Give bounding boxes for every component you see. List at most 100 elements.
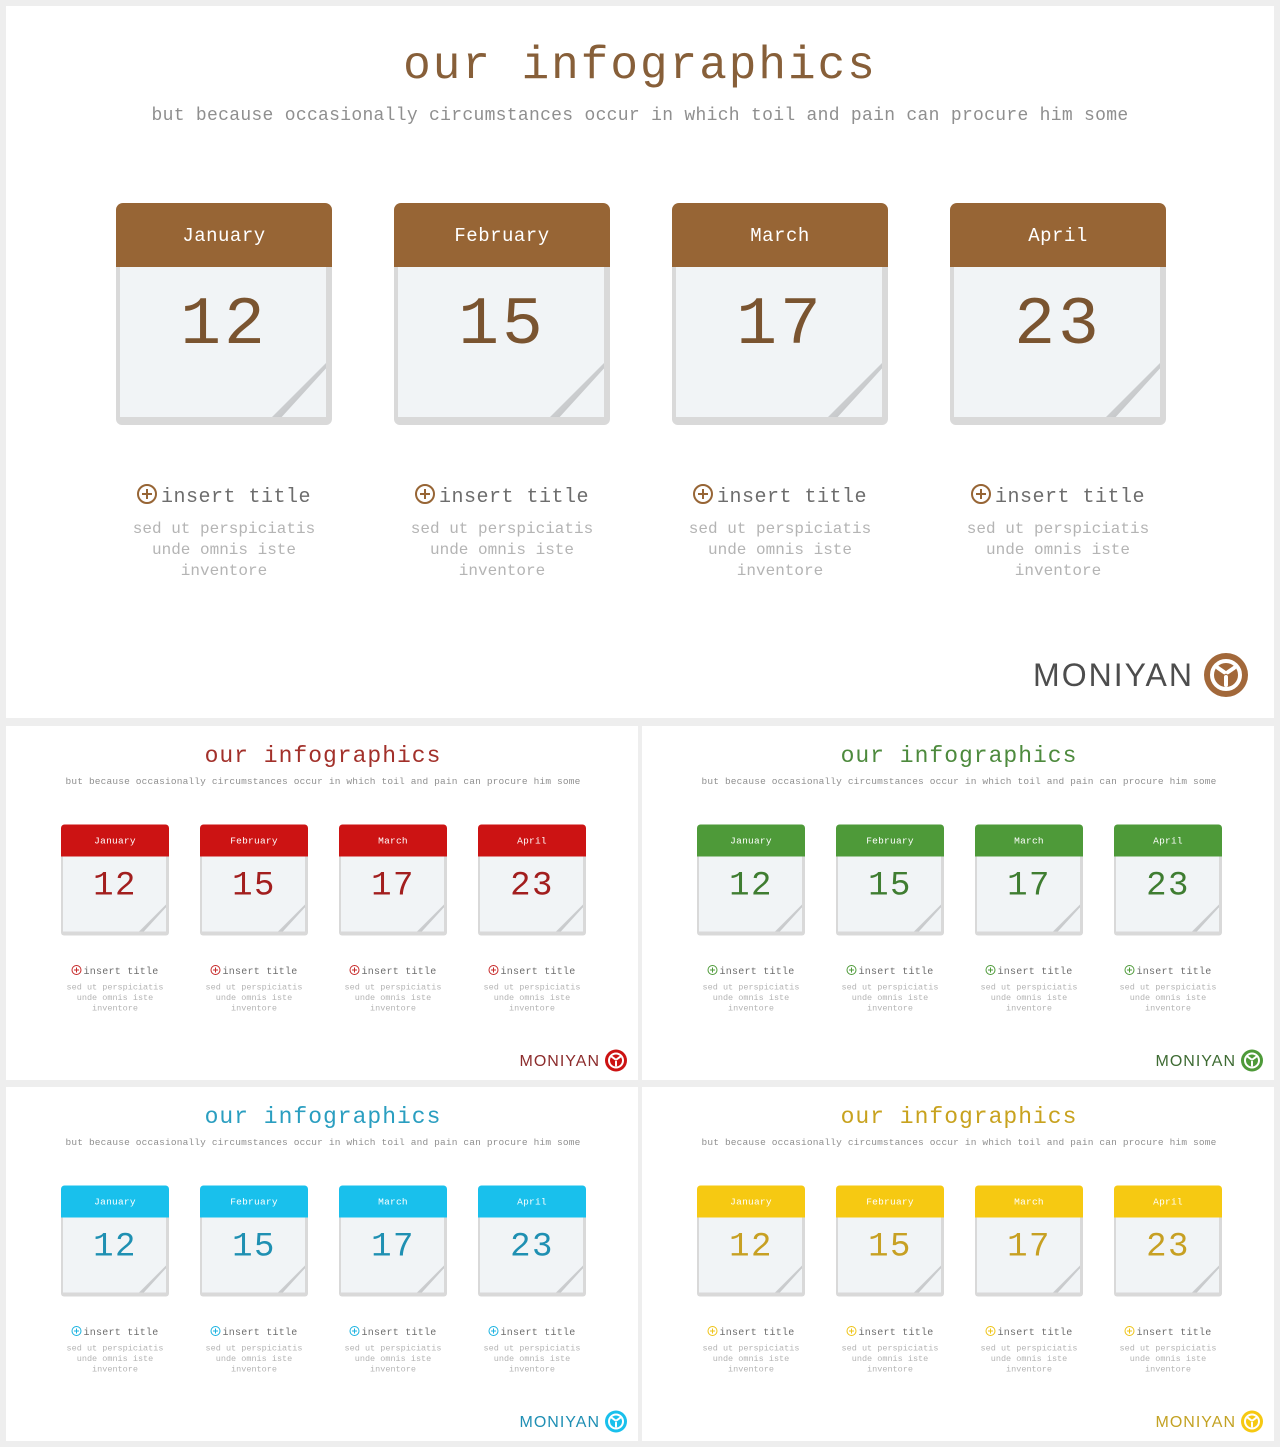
card-caption-january: insert title sed ut perspiciatis unde omn…: [94, 484, 354, 582]
card-description: sed ut perspiciatis unde omnis iste invent…: [66, 983, 164, 1014]
plus-circle-icon: [970, 484, 991, 504]
card-caption-january: insert title sed ut perspiciatis unde omn…: [50, 965, 180, 1014]
calendar-month: February: [866, 1196, 914, 1208]
calendar-day: 17: [371, 866, 415, 906]
card-description: sed ut perspiciatis unde omnis iste invent…: [688, 520, 872, 580]
brand-mark: MONIYAN: [1156, 1049, 1263, 1072]
card-description: sed ut perspiciatis unde omnis iste invent…: [980, 983, 1078, 1014]
calendar-card-february: February 15: [836, 824, 944, 936]
brand-mark: MONIYAN: [520, 1049, 627, 1072]
slide-content: our infographics but because occasionall…: [6, 6, 1274, 718]
calendar-month: April: [517, 1196, 547, 1208]
plus-circle-icon: [692, 484, 713, 504]
plus-circle-icon: [846, 965, 857, 975]
calendar-header: [394, 203, 610, 267]
calendar-body: [339, 1217, 447, 1297]
card-caption-march: insert title sed ut perspiciatis unde omn…: [328, 965, 458, 1014]
card-caption-april: insert title sed ut perspiciatis unde omn…: [1103, 1326, 1233, 1375]
slide-subtitle: but because occasionally circumstances o…: [151, 106, 1129, 126]
calendar-month: February: [454, 225, 550, 247]
card-title: insert title: [1136, 966, 1212, 978]
plus-circle-icon: [71, 965, 82, 975]
calendar-month: March: [1014, 835, 1044, 847]
slide-green: our infographics but because occasionall…: [642, 726, 1274, 1080]
card-caption-april: insert title sed ut perspiciatis unde omn…: [928, 484, 1188, 582]
calendar-month: April: [517, 835, 547, 847]
plus-circle-icon: [985, 965, 996, 975]
card-description: sed ut perspiciatis unde omnis iste invent…: [702, 983, 800, 1014]
calendar-month: January: [94, 1196, 136, 1208]
brand-name: MONIYAN: [1155, 1412, 1236, 1431]
calendar-month: January: [94, 835, 136, 847]
calendar-day: 17: [1007, 866, 1051, 906]
slide-title: our infographics: [840, 1104, 1078, 1130]
card-caption-march: insert title sed ut perspiciatis unde omn…: [964, 1326, 1094, 1375]
calendar-card-march: March 17: [975, 1185, 1083, 1297]
plus-circle-icon: [985, 1326, 996, 1336]
calendar-day: 12: [729, 1227, 773, 1267]
card-title: insert title: [997, 1327, 1073, 1339]
card-title: insert title: [222, 1327, 298, 1339]
calendar-day: 17: [371, 1227, 415, 1267]
card-caption-march: insert title sed ut perspiciatis unde omn…: [328, 1326, 458, 1375]
calendar-day: 12: [180, 287, 268, 364]
calendar-header: [697, 824, 805, 857]
calendar-header: [339, 1185, 447, 1218]
calendar-header: [200, 1185, 308, 1218]
calendar-card-january: January 12: [697, 1185, 805, 1297]
calendar-card-march: March 17: [339, 1185, 447, 1297]
plus-circle-icon: [349, 965, 360, 975]
calendar-body: [1114, 856, 1222, 936]
calendar-month: February: [230, 1196, 278, 1208]
moniyan-logo-icon: [605, 1049, 627, 1072]
card-title: insert title: [222, 966, 298, 978]
calendar-header: [61, 824, 169, 857]
card-description: sed ut perspiciatis unde omnis iste invent…: [980, 1344, 1078, 1375]
slide-content: our infographics but because occasionall…: [642, 1087, 1274, 1441]
calendar-card-january: January 12: [61, 824, 169, 936]
calendar-header: [116, 203, 332, 267]
calendar-header: [1114, 824, 1222, 857]
calendar-body: [672, 267, 888, 425]
calendar-header: [1114, 1185, 1222, 1218]
calendar-header: [478, 1185, 586, 1218]
card-title: insert title: [858, 1327, 934, 1339]
brand-mark: MONIYAN: [1156, 1410, 1263, 1433]
card-title: insert title: [160, 486, 312, 509]
calendar-card-february: February 15: [836, 1185, 944, 1297]
plus-circle-icon: [71, 1326, 82, 1336]
moniyan-logo-icon: [1241, 1049, 1263, 1072]
calendar-body: [200, 1217, 308, 1297]
card-description: sed ut perspiciatis unde omnis iste invent…: [66, 1344, 164, 1375]
calendar-card-april: April 23: [478, 824, 586, 936]
slide-yellow: our infographics but because occasionall…: [642, 1087, 1274, 1441]
card-title: insert title: [500, 1327, 576, 1339]
calendar-card-february: February 15: [200, 824, 308, 936]
calendar-card-march: March 17: [975, 824, 1083, 936]
card-description: sed ut perspiciatis unde omnis iste invent…: [132, 520, 316, 580]
calendar-month: March: [1014, 1196, 1044, 1208]
card-caption-january: insert title sed ut perspiciatis unde omn…: [686, 1326, 816, 1375]
slide-subtitle: but because occasionally circumstances o…: [65, 1137, 581, 1148]
calendar-month: April: [1028, 225, 1088, 247]
calendar-month: March: [378, 835, 408, 847]
slide-content: our infographics but because occasionall…: [6, 1087, 638, 1441]
plus-circle-icon: [210, 1326, 221, 1336]
plus-circle-icon: [846, 1326, 857, 1336]
card-title: insert title: [858, 966, 934, 978]
slide-title: our infographics: [840, 743, 1078, 769]
calendar-card-february: February 15: [200, 1185, 308, 1297]
card-caption-april: insert title sed ut perspiciatis unde omn…: [467, 1326, 597, 1375]
calendar-body: [697, 1217, 805, 1297]
card-description: sed ut perspiciatis unde omnis iste invent…: [1119, 983, 1217, 1014]
calendar-day: 15: [868, 866, 912, 906]
calendar-month: January: [730, 1196, 772, 1208]
brand-mark: MONIYAN: [1033, 652, 1248, 698]
brand-name: MONIYAN: [1155, 1051, 1236, 1070]
card-description: sed ut perspiciatis unde omnis iste invent…: [702, 1344, 800, 1375]
card-description: sed ut perspiciatis unde omnis iste invent…: [344, 983, 442, 1014]
plus-circle-icon: [488, 965, 499, 975]
slide-content: our infographics but because occasionall…: [642, 726, 1274, 1080]
calendar-card-january: January 12: [116, 203, 332, 425]
slide-title: our infographics: [204, 1104, 442, 1130]
